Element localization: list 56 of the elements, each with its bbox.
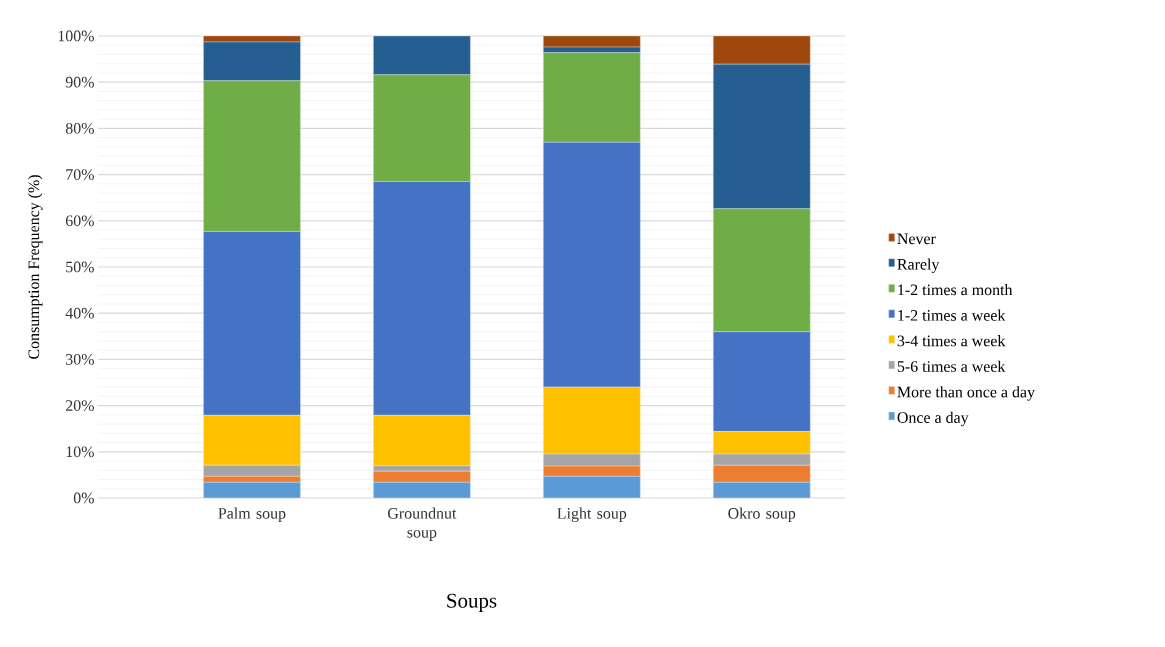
y-tick-label: 40% <box>65 307 94 319</box>
bar <box>543 386 641 455</box>
bar <box>203 415 301 466</box>
bar <box>713 431 811 455</box>
y-tick-label: 50% <box>66 261 94 273</box>
bar <box>713 465 811 483</box>
legend-label: Rarely <box>897 258 940 273</box>
bar <box>203 231 301 416</box>
bar <box>543 52 641 143</box>
y-tick-label: 20% <box>65 400 94 411</box>
y-tick-label: 10% <box>66 446 94 458</box>
bar <box>713 331 811 432</box>
bar <box>713 482 811 499</box>
bar <box>543 46 641 53</box>
x-axis-title: Soups <box>447 593 497 613</box>
bar <box>543 476 641 499</box>
bar <box>203 35 301 43</box>
y-tick-label: 70% <box>66 169 94 180</box>
bar <box>543 142 641 388</box>
bar <box>373 415 471 466</box>
legend-label: More than once a day <box>897 386 1035 401</box>
x-tick-label: Palm soup <box>218 507 286 522</box>
bar <box>373 35 471 75</box>
y-tick-label: 90% <box>65 76 94 88</box>
legend-label: 5-6 times a week <box>897 360 1006 372</box>
bar <box>203 80 301 232</box>
legend-label: 1-2 times a week <box>898 309 1006 321</box>
bar <box>203 41 301 82</box>
bar <box>713 35 811 65</box>
bar <box>373 482 471 499</box>
y-tick-label: 0% <box>73 492 94 504</box>
legend-label: 1-2 times a month <box>898 284 1013 296</box>
legend-label: Once a day <box>897 411 969 427</box>
bar <box>373 74 471 182</box>
bar <box>373 181 471 416</box>
y-tick-label: 80% <box>65 123 94 134</box>
x-tick-label: Groundnut soup <box>388 507 457 541</box>
y-axis-title: Consumption Frequency (%) <box>28 175 43 359</box>
bar <box>203 476 301 483</box>
x-tick-label: Light soup <box>557 507 627 523</box>
bar <box>373 465 471 472</box>
bar <box>373 471 471 483</box>
bar <box>543 453 641 467</box>
bar <box>713 453 811 466</box>
bar <box>543 35 641 48</box>
legend-label: 3-4 times a week <box>897 335 1006 347</box>
bar <box>713 208 811 332</box>
y-tick-label: 60% <box>65 215 94 227</box>
y-tick-label: 100% <box>58 30 94 42</box>
legend-label: Never <box>897 233 936 245</box>
x-tick-label: Okro soup <box>728 507 796 522</box>
bar <box>203 482 301 499</box>
bar <box>543 465 641 477</box>
y-tick-label: 30% <box>66 354 94 365</box>
bar <box>713 63 811 209</box>
bar <box>203 465 301 477</box>
